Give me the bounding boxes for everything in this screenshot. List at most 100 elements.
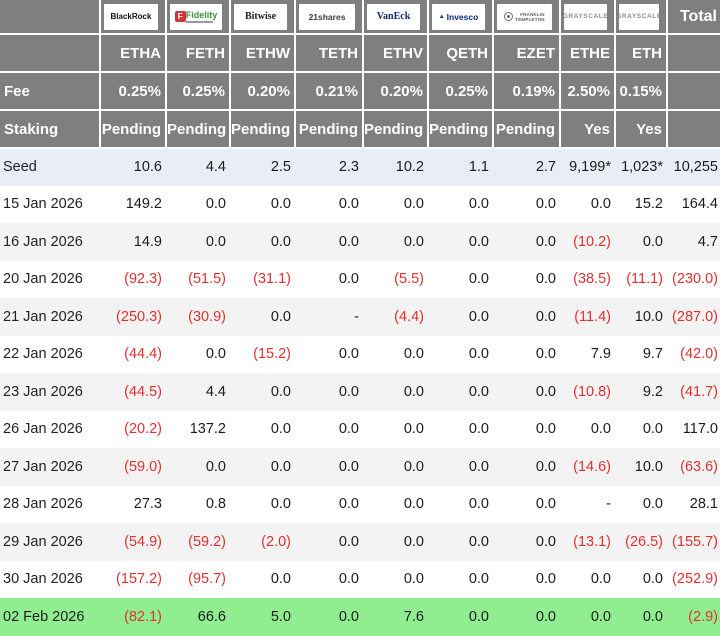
flow-cell: (2.0) (261, 533, 291, 550)
flow-cell: 14.9 (133, 233, 162, 250)
table-row: 23 Jan 2026 (44.5) 4.4 0.0 0.0 0.0 0.0 0.0 (10.8… (0, 373, 720, 411)
21shares-logo: 21shares (299, 3, 355, 30)
flow-cell: 0.0 (590, 196, 611, 213)
flow-cell: (26.5) (625, 533, 663, 550)
flow-cell: 0.0 (468, 608, 489, 625)
flow-cell: 0.0 (270, 496, 291, 513)
flow-cell: 0.0 (338, 608, 359, 625)
row-total: 117.0 (682, 421, 718, 438)
logo-row: BlackRock F Fidelity Bitwise 21shares VanEck ▲… (0, 0, 720, 35)
ticker-cell: ETHW (230, 34, 296, 73)
grayscale-logo: GRAYSCALE (564, 3, 607, 30)
flow-cell: 0.0 (338, 346, 359, 363)
table-row: 28 Jan 2026 27.3 0.8 0.0 0.0 0.0 0.0 0.0 - 0.0 28.… (0, 485, 720, 523)
fidelity-tagline-bar (185, 20, 213, 23)
table-row: 21 Jan 2026 (250.3) (30.9) 0.0 - (4.4) 0.0 0.0 (… (0, 298, 720, 336)
ticker-cell: ETHV (363, 34, 429, 73)
flow-cell: 0.0 (535, 196, 556, 213)
flow-cell: 0.0 (590, 608, 611, 625)
table-row: 02 Feb 2026 (82.1) 66.6 5.0 0.0 7.6 0.0 0.0 0.0 0… (0, 598, 720, 636)
invesco-triangle-icon: ▲ (438, 13, 445, 20)
flow-cell: 0.0 (403, 533, 424, 550)
flow-cell: (31.1) (253, 271, 291, 288)
fee-cell: 0.19% (493, 72, 561, 111)
row-total: (230.0) (672, 271, 718, 288)
flow-cell: 0.0 (338, 496, 359, 513)
flow-cell: (38.5) (573, 271, 611, 288)
row-label: 30 Jan 2026 (3, 571, 83, 588)
staking-cell: Yes (560, 110, 616, 149)
flow-cell: 1,023* (621, 159, 663, 176)
fee-cell: 0.15% (615, 72, 668, 111)
flow-cell: 137.2 (189, 421, 226, 438)
flow-cell: 10.2 (395, 159, 424, 176)
flow-cell: 9,199* (569, 159, 611, 176)
ticker-row-label (0, 34, 101, 73)
flow-cell: 0.0 (270, 458, 291, 475)
ticker-row: ETHA FETH ETHW TETH ETHV QETH EZET ETHE ETH (0, 34, 720, 73)
staking-cell: Pending (230, 110, 296, 149)
flow-cell: 9.7 (642, 346, 663, 363)
flow-cell: (59.2) (188, 533, 226, 550)
flow-cell: 0.0 (403, 346, 424, 363)
flow-cell: 0.0 (535, 571, 556, 588)
flow-cell: 0.0 (468, 196, 489, 213)
invesco-logo: ▲ Invesco (432, 3, 485, 30)
flow-cell: 0.0 (642, 608, 663, 625)
flow-cell: 0.0 (468, 233, 489, 250)
fidelity-wordmark: Fidelity (185, 10, 217, 23)
flow-cell: (44.5) (124, 383, 162, 400)
flow-cell: (15.2) (253, 346, 291, 363)
provider-logo-cell: ▲ Invesco (428, 0, 494, 35)
fee-cell: 0.20% (230, 72, 296, 111)
provider-logo-cell: Bitwise (230, 0, 296, 35)
staking-cell: Pending (363, 110, 429, 149)
flow-cell: (14.6) (573, 458, 611, 475)
fee-row-label: Fee (0, 72, 101, 111)
flow-cell: - (354, 308, 359, 325)
flow-cell: 0.0 (338, 383, 359, 400)
row-label: 02 Feb 2026 (3, 608, 85, 625)
ticker-cell: ETH (615, 34, 668, 73)
fidelity-f-icon: F (174, 11, 186, 22)
flow-cell: 0.0 (535, 271, 556, 288)
flow-cell: 0.0 (338, 233, 359, 250)
ticker-cell: TETH (295, 34, 364, 73)
row-total: (42.0) (680, 346, 718, 363)
row-label: 21 Jan 2026 (3, 308, 83, 325)
flow-cell: 9.2 (642, 383, 663, 400)
flow-cell: 2.3 (338, 159, 359, 176)
staking-cell: Pending (428, 110, 494, 149)
flow-cell: 0.0 (468, 308, 489, 325)
flow-cell: 0.0 (468, 271, 489, 288)
flow-cell: (10.8) (573, 383, 611, 400)
provider-logo-cell: 21shares (295, 0, 364, 35)
flow-cell: 0.0 (535, 421, 556, 438)
flow-cell: 10.6 (133, 159, 162, 176)
provider-logo-cell: GRAYSCALE (615, 0, 668, 35)
ticker-cell: QETH (428, 34, 494, 73)
ticker-cell: ETHE (560, 34, 616, 73)
flow-cell: 1.1 (468, 159, 489, 176)
flow-cell: (250.3) (116, 308, 162, 325)
provider-name: Invesco (446, 11, 479, 22)
flow-cell: 0.0 (535, 308, 556, 325)
provider-logo-cell: FRANKLIN TEMPLETON (493, 0, 561, 35)
provider-logo-cell: GRAYSCALE (560, 0, 616, 35)
provider-name: Bitwise (244, 11, 277, 22)
row-total: 28.1 (689, 496, 718, 513)
grayscale-logo: GRAYSCALE (619, 3, 659, 30)
flow-cell: 0.0 (403, 571, 424, 588)
table-row: 26 Jan 2026 (20.2) 137.2 0.0 0.0 0.0 0.0 0.0 0.0… (0, 410, 720, 448)
row-label: 27 Jan 2026 (3, 458, 83, 475)
flow-cell: 0.0 (205, 346, 226, 363)
fee-cell: 0.25% (166, 72, 231, 111)
staking-cell: Pending (493, 110, 561, 149)
total-header: Total (667, 0, 720, 35)
flow-cell: 0.0 (535, 496, 556, 513)
flow-cell: 5.0 (270, 608, 291, 625)
flow-cell: (59.0) (124, 458, 162, 475)
row-total: (41.7) (680, 383, 718, 400)
table-row: 16 Jan 2026 14.9 0.0 0.0 0.0 0.0 0.0 0.0 (10.2) 0… (0, 223, 720, 261)
